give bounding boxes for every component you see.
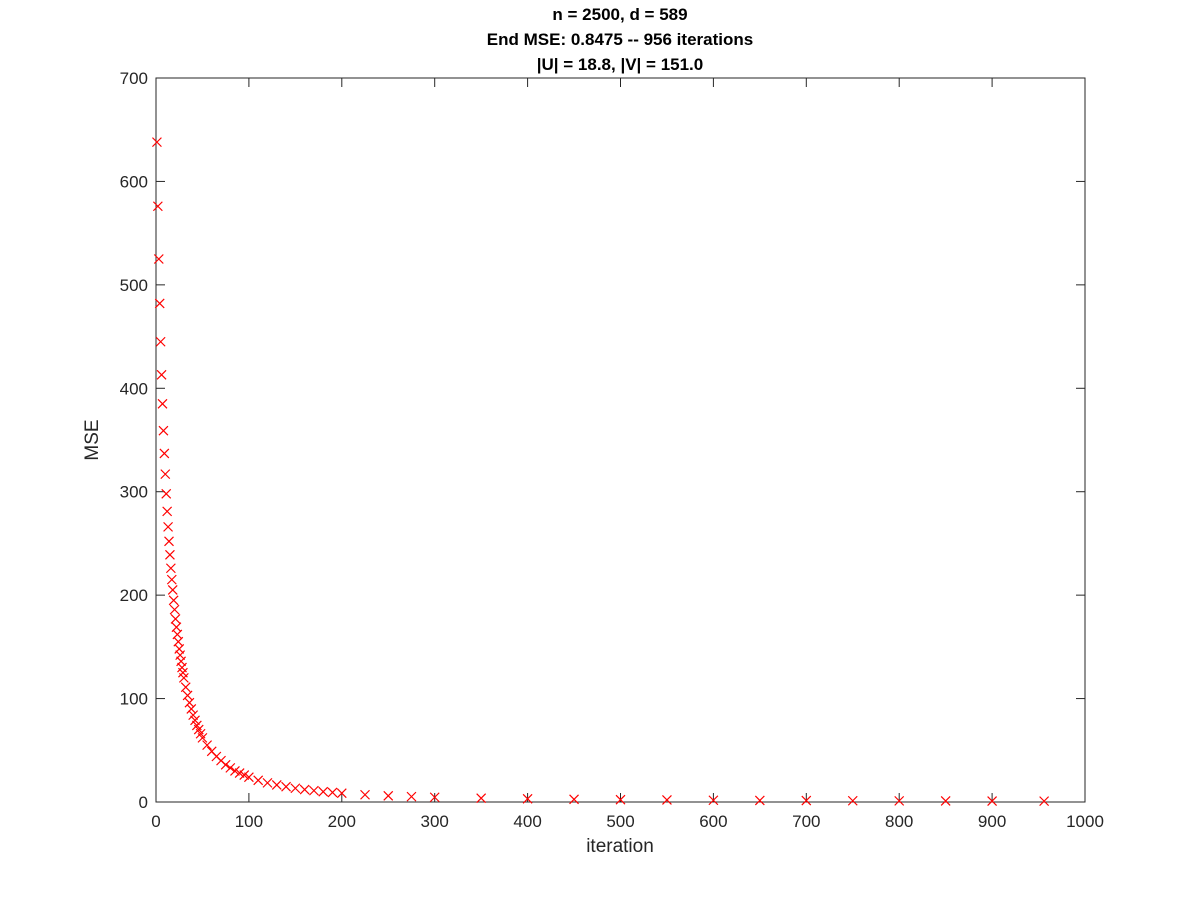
y-tick-label: 200 — [120, 586, 148, 605]
data-point-marker — [987, 796, 998, 806]
data-point-marker — [708, 795, 719, 806]
data-point-marker — [168, 595, 179, 606]
data-point-marker — [1039, 796, 1050, 807]
data-point-marker — [188, 710, 199, 721]
data-point-marker — [158, 425, 169, 436]
data-point-marker — [156, 369, 167, 380]
data-point-marker — [202, 740, 213, 751]
data-point-marker — [271, 780, 282, 790]
data-point-marker — [186, 703, 197, 714]
data-point-marker — [281, 781, 291, 792]
x-tick-label: 200 — [328, 812, 356, 831]
data-point-marker — [406, 791, 417, 802]
data-point-marker — [178, 672, 189, 683]
chart-title-line-1: n = 2500, d = 589 — [552, 5, 687, 24]
data-point-marker — [159, 448, 170, 459]
data-point-marker — [336, 788, 347, 799]
data-point-marker — [163, 521, 174, 532]
data-point-marker — [253, 775, 264, 786]
data-point-marker — [801, 795, 812, 806]
y-tick-label: 500 — [120, 276, 148, 295]
data-point-marker — [166, 574, 177, 585]
y-tick-label: 100 — [120, 690, 148, 709]
x-tick-label: 100 — [235, 812, 263, 831]
x-tick-label: 300 — [421, 812, 449, 831]
data-point-marker — [157, 398, 168, 409]
y-axis-ticks: 0 100 200 300 400 500 600 700 — [120, 69, 1085, 812]
x-tick-label: 900 — [978, 812, 1006, 831]
data-point-marker — [160, 469, 171, 480]
data-point-marker — [220, 759, 231, 770]
data-point-marker — [299, 784, 310, 795]
data-point-marker — [940, 796, 951, 806]
data-point-marker — [152, 201, 163, 212]
y-axis-label: MSE — [82, 419, 103, 460]
data-point-marker — [153, 254, 164, 264]
chart-title-line-3: |U| = 18.8, |V| = 151.0 — [537, 55, 703, 74]
y-tick-label: 400 — [120, 379, 148, 398]
data-point-marker — [522, 793, 533, 804]
data-point-marker — [155, 336, 166, 347]
data-point-marker — [847, 795, 858, 806]
data-point-marker — [184, 697, 195, 708]
data-point-marker — [569, 794, 579, 805]
data-point-marker — [290, 783, 301, 794]
data-point-marker — [154, 298, 165, 309]
data-markers — [152, 137, 1050, 807]
data-point-marker — [429, 792, 440, 803]
data-point-marker — [383, 790, 394, 801]
data-point-marker — [262, 777, 273, 788]
data-point-marker — [225, 762, 236, 773]
data-point-marker — [165, 563, 176, 574]
data-point-marker — [161, 488, 172, 499]
data-point-marker — [309, 785, 319, 796]
chart-title-line-2: End MSE: 0.8475 -- 956 iterations — [487, 30, 753, 49]
data-point-marker — [754, 795, 765, 806]
data-point-marker — [152, 137, 162, 148]
data-point-marker — [318, 786, 329, 797]
y-tick-label: 0 — [139, 793, 148, 812]
data-point-marker — [190, 715, 200, 726]
x-axis-label: iteration — [586, 836, 654, 857]
x-tick-label: 600 — [699, 812, 727, 831]
data-point-marker — [327, 787, 338, 798]
data-point-marker — [662, 795, 672, 805]
data-point-marker — [182, 690, 193, 701]
y-tick-label: 700 — [120, 69, 148, 88]
plot-area — [155, 77, 1086, 803]
data-point-marker — [615, 794, 626, 805]
x-tick-label: 800 — [885, 812, 913, 831]
data-point-marker — [476, 793, 487, 804]
data-point-marker — [167, 585, 178, 595]
data-point-marker — [894, 795, 905, 806]
data-point-marker — [197, 732, 208, 743]
x-tick-label: 500 — [606, 812, 634, 831]
data-point-marker — [165, 549, 175, 560]
data-point-marker — [243, 772, 254, 783]
data-point-marker — [180, 682, 191, 693]
x-tick-label: 0 — [151, 812, 160, 831]
data-point-marker — [170, 614, 181, 624]
data-point-marker — [169, 604, 180, 615]
y-tick-label: 300 — [120, 483, 148, 502]
data-point-marker — [162, 506, 173, 517]
data-point-marker — [164, 536, 174, 547]
x-tick-label: 700 — [792, 812, 820, 831]
x-tick-label: 1000 — [1066, 812, 1104, 831]
x-tick-label: 400 — [513, 812, 541, 831]
x-axis-ticks: 0 100 200 300 400 500 600 700 800 900 1000 — [151, 78, 1104, 831]
data-point-marker — [360, 789, 370, 800]
y-tick-label: 600 — [120, 172, 148, 191]
